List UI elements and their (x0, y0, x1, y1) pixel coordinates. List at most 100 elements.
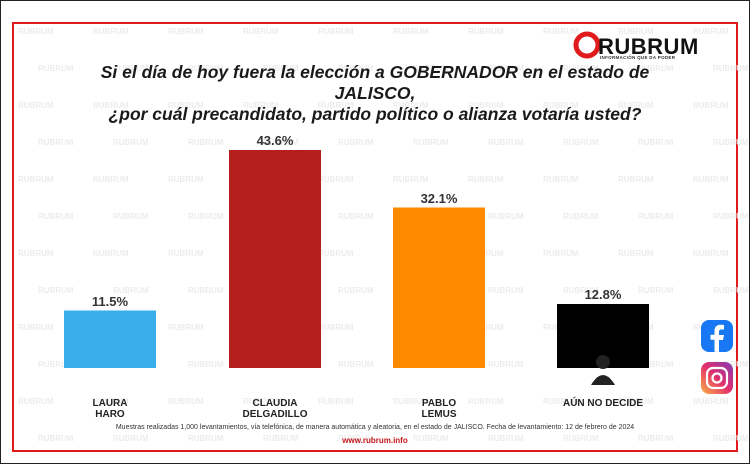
watermark: RUBRUM (693, 27, 729, 36)
watermark: RUBRUM (393, 27, 429, 36)
watermark: RUBRUM (93, 397, 129, 406)
watermark: RUBRUM (38, 64, 74, 73)
watermark: RUBRUM (713, 286, 749, 295)
watermark: RUBRUM (38, 212, 74, 221)
watermark: RUBRUM (488, 64, 524, 73)
watermark: RUBRUM (318, 323, 354, 332)
watermark: RUBRUM (488, 360, 524, 369)
watermark: RUBRUM (468, 249, 504, 258)
watermark: RUBRUM (693, 397, 729, 406)
watermark: RUBRUM (318, 249, 354, 258)
watermark: RUBRUM (113, 286, 149, 295)
watermark: RUBRUM (318, 27, 354, 36)
watermark: RUBRUM (713, 434, 749, 443)
watermark: RUBRUM (488, 212, 524, 221)
watermark: RUBRUM (543, 27, 579, 36)
watermark: RUBRUM (543, 101, 579, 110)
watermark: RUBRUM (563, 138, 599, 147)
silhouette-head (596, 355, 610, 369)
watermark: RUBRUM (338, 434, 374, 443)
watermark: RUBRUM (243, 101, 279, 110)
watermark: RUBRUM (188, 138, 224, 147)
watermark: RUBRUM (113, 64, 149, 73)
watermark: RUBRUM (488, 138, 524, 147)
logo-ring (573, 31, 601, 59)
watermark: RUBRUM (113, 212, 149, 221)
watermark: RUBRUM (393, 397, 429, 406)
watermark: RUBRUM (543, 397, 579, 406)
watermark: RUBRUM (488, 286, 524, 295)
watermark: RUBRUM (393, 101, 429, 110)
watermark: RUBRUM (113, 138, 149, 147)
watermark: RUBRUM (563, 64, 599, 73)
watermark: RUBRUM (693, 249, 729, 258)
watermark: RUBRUM (263, 64, 299, 73)
watermark: RUBRUM (38, 360, 74, 369)
watermark: RUBRUM (338, 64, 374, 73)
value-label: 32.1% (420, 190, 458, 206)
watermark: RUBRUM (243, 27, 279, 36)
watermark: RUBRUM (618, 249, 654, 258)
brand: RUBRUM (598, 34, 699, 59)
watermark: RUBRUM (18, 27, 54, 36)
watermark: RUBRUM (618, 175, 654, 184)
watermark: RUBRUM (168, 397, 204, 406)
category-label: AÚN NO DECIDE (562, 398, 643, 409)
watermark: RUBRUM (18, 323, 54, 332)
watermark: RUBRUM (638, 138, 674, 147)
watermark: RUBRUM (563, 286, 599, 295)
watermark: RUBRUM (168, 249, 204, 258)
watermark: RUBRUM (38, 138, 74, 147)
instagram-lens (711, 372, 723, 384)
watermark: RUBRUM (18, 397, 54, 406)
watermark: RUBRUM (413, 64, 449, 73)
watermark: RUBRUM (713, 138, 749, 147)
watermark: RUBRUM (318, 397, 354, 406)
watermark: RUBRUM (318, 101, 354, 110)
watermark: RUBRUM (618, 101, 654, 110)
red-border (12, 22, 738, 452)
watermark: RUBRUM (188, 212, 224, 221)
watermark: RUBRUM (468, 175, 504, 184)
watermark: RUBRUM (638, 360, 674, 369)
watermark: RUBRUM (93, 27, 129, 36)
watermark: RUBRUM (168, 27, 204, 36)
watermark: RUBRUM (413, 138, 449, 147)
value-label: 11.5% (91, 293, 129, 309)
watermark: RUBRUM (93, 249, 129, 258)
instagram-glyph (705, 366, 729, 390)
bar (229, 150, 321, 368)
watermark: RUBRUM (93, 101, 129, 110)
category-label: LAURA HARO (92, 398, 128, 420)
watermark: RUBRUM (693, 101, 729, 110)
watermark: RUBRUM (18, 249, 54, 258)
watermark: RUBRUM (188, 286, 224, 295)
watermark: RUBRUM (263, 138, 299, 147)
url: www.rubrum.info (342, 436, 408, 445)
value-label: 12.8% (584, 287, 622, 302)
watermark: RUBRUM (713, 212, 749, 221)
category-label: PABLO LEMUS (421, 398, 457, 420)
watermark: RUBRUM (468, 397, 504, 406)
watermark: RUBRUM (38, 286, 74, 295)
category-label: CLAUDIA DELGADILLO (242, 398, 308, 420)
watermark: RUBRUM (713, 360, 749, 369)
watermark: RUBRUM (638, 434, 674, 443)
bar (393, 207, 485, 368)
instagram-icon (701, 362, 733, 394)
watermark: RUBRUM (468, 27, 504, 36)
watermark: RUBRUM (168, 323, 204, 332)
watermark: RUBRUM (638, 64, 674, 73)
watermark: RUBRUM (488, 434, 524, 443)
watermark: RUBRUM (113, 434, 149, 443)
watermark: RUBRUM (243, 397, 279, 406)
watermark: RUBRUM (563, 212, 599, 221)
facebook-glyph (710, 324, 724, 352)
footnote: Muestras realizadas 1,000 levantamientos… (115, 424, 635, 431)
watermark: RUBRUM (713, 64, 749, 73)
watermark: RUBRUM (413, 434, 449, 443)
watermark: RUBRUM (338, 138, 374, 147)
watermark: RUBRUM (543, 175, 579, 184)
